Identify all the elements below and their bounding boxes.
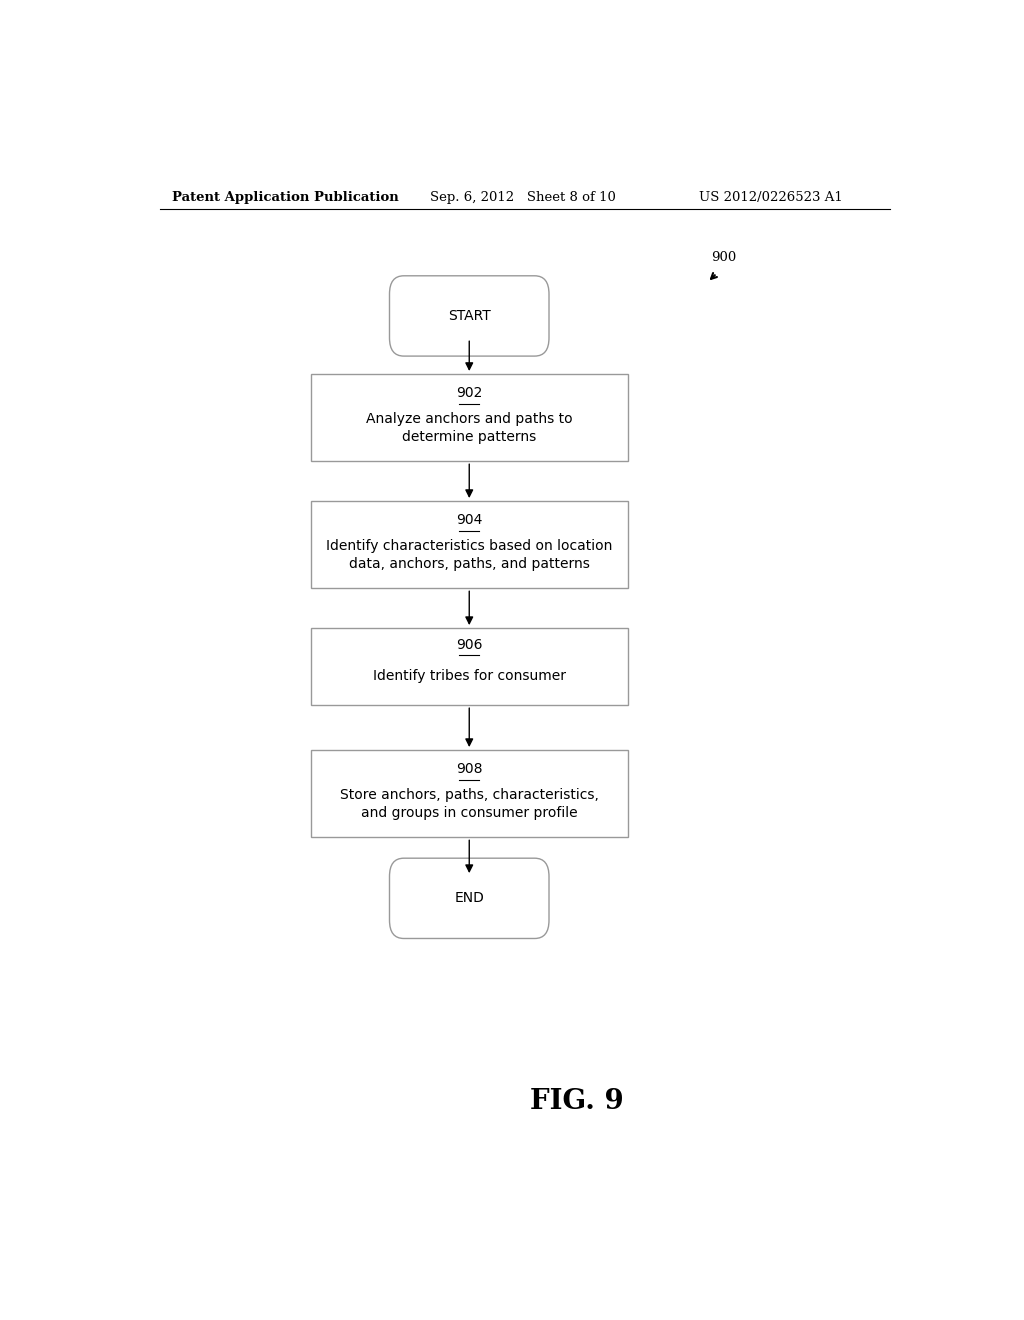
Text: 900: 900 [712,251,736,264]
Text: START: START [447,309,490,323]
Text: Sep. 6, 2012   Sheet 8 of 10: Sep. 6, 2012 Sheet 8 of 10 [430,190,615,203]
FancyBboxPatch shape [389,276,549,356]
Bar [310,751,628,837]
Text: 902: 902 [456,387,482,400]
Text: Patent Application Publication: Patent Application Publication [172,190,398,203]
FancyBboxPatch shape [389,858,549,939]
Text: FIG. 9: FIG. 9 [529,1088,624,1115]
Text: Analyze anchors and paths to
determine patterns: Analyze anchors and paths to determine p… [366,412,572,444]
Text: 904: 904 [456,513,482,528]
Bar [310,628,628,705]
Text: Store anchors, paths, characteristics,
and groups in consumer profile: Store anchors, paths, characteristics, a… [340,788,599,820]
Text: Identify characteristics based on location
data, anchors, paths, and patterns: Identify characteristics based on locati… [326,539,612,572]
Text: US 2012/0226523 A1: US 2012/0226523 A1 [699,190,843,203]
Text: END: END [455,891,484,906]
Bar [310,502,628,587]
Text: 906: 906 [456,639,482,652]
Bar [310,375,628,461]
Text: Identify tribes for consumer: Identify tribes for consumer [373,669,565,682]
Text: 908: 908 [456,763,482,776]
